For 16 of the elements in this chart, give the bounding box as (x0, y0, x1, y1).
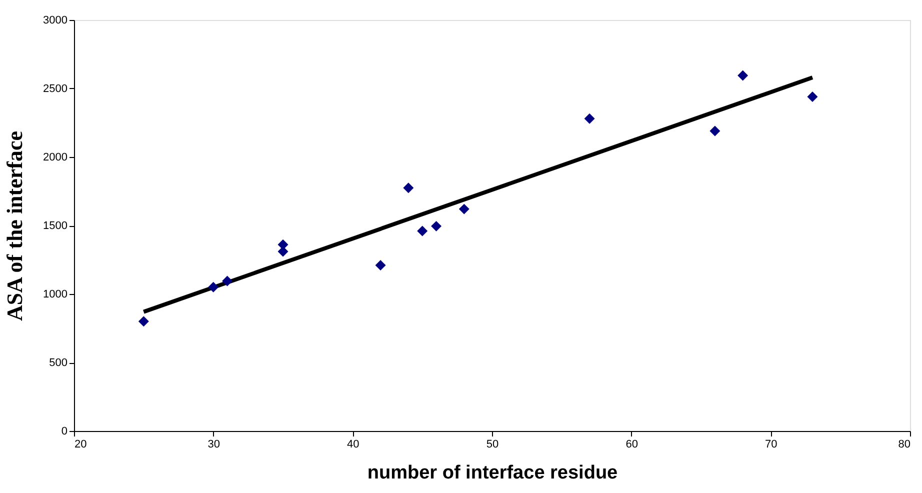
y-tick-label: 2000 (43, 152, 68, 164)
y-tick-label: 2500 (43, 83, 68, 95)
y-axis-title: ASA of the interface (2, 130, 28, 322)
y-tick-label: 3000 (43, 14, 68, 26)
y-tick-label: 500 (49, 357, 68, 369)
y-tick-label: 1500 (43, 220, 68, 232)
x-tick-label: 60 (626, 438, 638, 450)
x-tick-label: 40 (347, 438, 360, 450)
x-tick-label: 20 (74, 438, 87, 450)
x-tick-label: 80 (898, 438, 910, 450)
x-tick-label: 50 (486, 438, 499, 450)
x-tick-label: 30 (208, 438, 220, 450)
x-tick-label: 70 (765, 438, 778, 450)
x-axis-title: number of interface residue (367, 462, 618, 484)
y-tick-label: 0 (61, 426, 68, 438)
y-tick-label: 1000 (43, 288, 68, 300)
